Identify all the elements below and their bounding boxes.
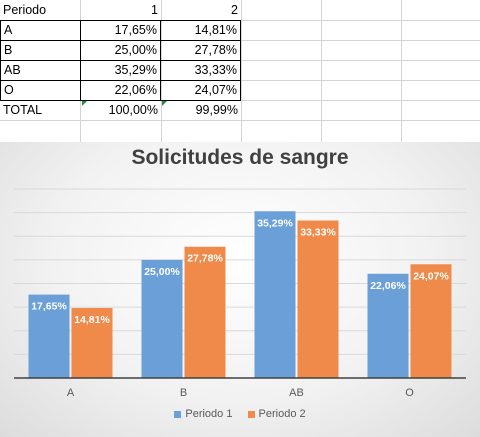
legend-swatch-icon <box>247 410 255 418</box>
bar-ab-series-2 <box>297 220 339 378</box>
x-tick-label: A <box>67 387 75 399</box>
bar-chart[interactable]: Solicitudes de sangre 17,65% 14,81% A 25,00… <box>0 142 480 437</box>
legend-swatch-icon <box>174 410 182 418</box>
legend-label: Periodo 2 <box>258 408 306 420</box>
chart-legend: Periodo 1 Periodo 2 <box>0 408 480 420</box>
data-label: 14,81% <box>74 314 110 326</box>
data-label: 25,00% <box>144 266 180 278</box>
data-label: 17,65% <box>31 301 67 313</box>
bar-o-series-2 <box>410 264 452 378</box>
bar-o-series-1 <box>367 273 409 378</box>
header-cell-period-1[interactable]: 1 <box>151 3 158 17</box>
chart-plot-area: 17,65% 14,81% A 25,00% 27,78% B 35,29% 33,33% AB… <box>14 188 466 399</box>
cell-o-period-2[interactable]: 24,07% <box>161 81 241 101</box>
data-label: 35,29% <box>257 217 293 229</box>
grid-line <box>0 120 480 121</box>
cell-total-period-1[interactable]: 100,00% <box>108 103 158 117</box>
formula-warning-icon[interactable] <box>162 101 167 106</box>
data-label: 22,06% <box>370 280 406 292</box>
x-tick-label: B <box>180 387 187 399</box>
cell-ab-period-2[interactable]: 33,33% <box>161 61 241 81</box>
legend-item-periodo-1: Periodo 1 <box>174 408 232 420</box>
header-cell-periodo[interactable]: Periodo <box>3 3 47 17</box>
data-label: 27,78% <box>187 253 223 265</box>
bar-b-series-1 <box>141 259 183 378</box>
legend-label: Periodo 1 <box>185 408 233 420</box>
x-tick-label: AB <box>289 387 304 399</box>
cell-b-period-1[interactable]: 25,00% <box>81 41 161 61</box>
cell-a-period-1[interactable]: 17,65% <box>81 20 161 41</box>
x-tick-label: O <box>405 387 414 399</box>
bar-ab-series-1 <box>254 211 296 378</box>
bar-a-series-1 <box>28 294 70 378</box>
cell-b-period-2[interactable]: 27,78% <box>161 41 241 61</box>
grid-line <box>241 0 242 142</box>
bar-a-series-2 <box>71 308 113 378</box>
cell-label-ab[interactable]: AB <box>0 61 81 81</box>
data-label: 33,33% <box>300 227 336 239</box>
grid-line <box>401 0 402 142</box>
header-cell-period-2[interactable]: 2 <box>231 3 238 17</box>
cell-a-period-2[interactable]: 14,81% <box>161 20 241 41</box>
bar-b-series-2 <box>184 246 226 378</box>
cell-ab-period-1[interactable]: 35,29% <box>81 61 161 81</box>
cell-label-total[interactable]: TOTAL <box>3 103 43 117</box>
chart-title: Solicitudes de sangre <box>131 146 349 169</box>
spreadsheet-grid[interactable]: Periodo 1 2 A 17,65% 14,81% B 25,00% 27,… <box>0 0 480 142</box>
formula-warning-icon[interactable] <box>82 101 87 106</box>
cell-total-period-2[interactable]: 99,99% <box>195 103 238 117</box>
cell-label-a[interactable]: A <box>0 20 81 41</box>
cell-o-period-1[interactable]: 22,06% <box>81 81 161 101</box>
data-label: 24,07% <box>413 270 449 282</box>
legend-item-periodo-2: Periodo 2 <box>247 408 306 420</box>
grid-line <box>161 0 162 142</box>
grid-line <box>321 0 322 142</box>
cell-label-b[interactable]: B <box>0 41 81 61</box>
cell-label-o[interactable]: O <box>0 81 81 101</box>
